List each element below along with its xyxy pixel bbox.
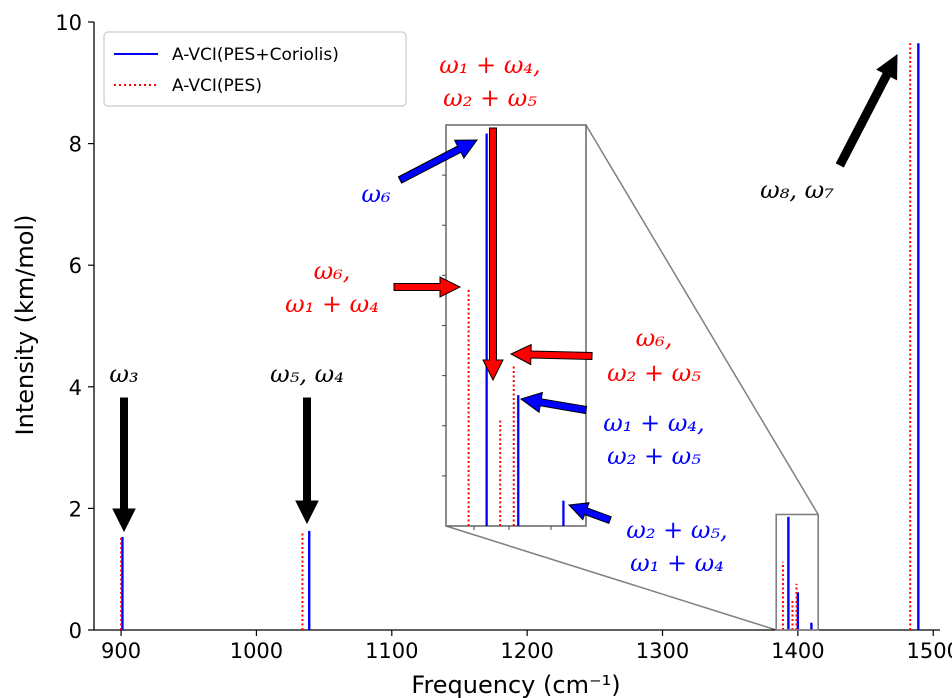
legend-label-coriolis: A-VCI(PES+Coriolis): [172, 45, 339, 65]
arrow-blue-w6: [397, 139, 478, 184]
annotation-arrow-layer: [112, 54, 898, 533]
arrow-red-top: [482, 127, 504, 382]
y-tick-label-4: 4: [69, 376, 82, 400]
annotation-blue-low-1: ω₂ + ω₅,: [626, 516, 727, 544]
x-tick-label-1200: 1200: [500, 639, 553, 663]
annotation-red-left-2: ω₁ + ω₄: [285, 290, 379, 318]
inset-connector-layer: [445, 124, 819, 631]
zoom-region-box: [775, 513, 819, 631]
x-tick-label-1400: 1400: [771, 639, 824, 663]
arrow-red-left: [393, 276, 462, 298]
arrow-w5w4: [295, 397, 319, 525]
arrow-red-right: [509, 343, 593, 366]
x-tick-label-1000: 1000: [230, 639, 283, 663]
annotation-blue-low-2: ω₁ + ω₄: [630, 549, 724, 577]
annotation-blue-mid-1: ω₁ + ω₄,: [603, 409, 704, 437]
inset-plot-layer: [442, 124, 587, 530]
legend: A-VCI(PES+Coriolis) A-VCI(PES): [103, 31, 407, 107]
annotation-red-right-2: ω₂ + ω₅: [607, 359, 701, 387]
y-tick-label-10: 10: [55, 11, 82, 35]
inset-connector-lower: [445, 525, 777, 631]
x-tick-label-900: 900: [101, 639, 141, 663]
annotation-red-top-1: ω₁ + ω₄,: [439, 51, 540, 79]
annotation-red-top-2: ω₂ + ω₅: [443, 84, 537, 112]
y-tick-label-0: 0: [69, 619, 82, 643]
arrow-blue-mid: [519, 391, 588, 415]
annotation-w8w7: ω₈, ω₇: [760, 176, 834, 204]
annotation-red-left-1: ω₆,: [314, 257, 351, 285]
inset-connector-upper: [585, 124, 819, 515]
annotation-red-right-1: ω₆,: [636, 324, 673, 352]
inset-frame: [445, 124, 587, 527]
arrow-blue-low: [567, 502, 612, 524]
y-tick-label-8: 8: [69, 133, 82, 157]
annotation-blue-w6: ω₆: [361, 180, 391, 208]
x-tick-label-1100: 1100: [365, 639, 418, 663]
x-axis-label: Frequency (cm⁻¹): [411, 671, 620, 698]
annotation-w5w4: ω₅, ω₄: [270, 360, 344, 388]
arrow-w8w7: [835, 54, 898, 168]
x-tick-label-1300: 1300: [636, 639, 689, 663]
legend-frame: [103, 31, 407, 107]
y-tick-label-6: 6: [69, 254, 82, 278]
arrow-w3: [112, 397, 136, 533]
y-axis-label: Intensity (km/mol): [11, 215, 39, 436]
annotation-text-layer: ω₃ ω₅, ω₄ ω₈, ω₇ ω₁ + ω₄, ω₂ + ω₅ ω₆ ω₆, ω₁ + ω…: [109, 51, 834, 577]
legend-label-pes: A-VCI(PES): [172, 76, 262, 96]
annotation-w3: ω₃: [109, 360, 138, 388]
annotation-blue-mid-2: ω₂ + ω₅: [607, 442, 701, 470]
y-tick-label-2: 2: [69, 497, 82, 521]
